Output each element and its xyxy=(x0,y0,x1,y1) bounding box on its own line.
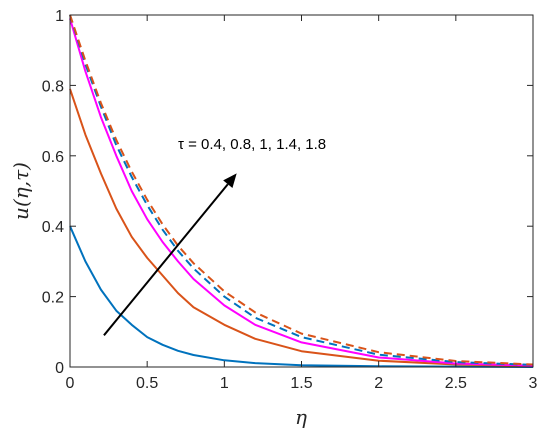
x-tick-label: 3 xyxy=(529,375,538,392)
x-tick-label: 0 xyxy=(66,375,75,392)
series-line-5 xyxy=(69,14,534,366)
y-tick-label: 1 xyxy=(55,8,64,25)
y-tick-label: 0 xyxy=(55,360,64,377)
series-layer xyxy=(69,14,534,368)
series-line-3 xyxy=(69,18,534,367)
series-line-4 xyxy=(69,14,534,366)
y-tick-label: 0.6 xyxy=(42,149,64,166)
tick-layer: 0 0.5 1 1.5 2 2.5 3 0 0.2 0.4 0.6 0.8 1 xyxy=(42,8,538,392)
y-tick-label: 0.2 xyxy=(42,290,64,307)
annotation-layer: τ = 0.4, 0.8, 1, 1.4, 1.8 xyxy=(103,136,326,336)
series-line-2 xyxy=(69,88,534,367)
x-tick-label: 1 xyxy=(220,375,229,392)
y-axis-label: u(η,τ) xyxy=(9,162,33,220)
x-tick-label: 1.5 xyxy=(290,375,312,392)
x-tick-label: 0.5 xyxy=(136,375,158,392)
y-tick-label: 0.4 xyxy=(42,219,64,236)
x-tick-label: 2 xyxy=(374,375,383,392)
series-line-1 xyxy=(69,225,534,368)
y-tick-label: 0.8 xyxy=(42,78,64,95)
annotation-arrow-head xyxy=(223,173,237,189)
x-tick-label: 2.5 xyxy=(445,375,467,392)
x-axis-label: η xyxy=(295,405,307,429)
annotation-arrow-shaft xyxy=(103,183,229,336)
annotation-text: τ = 0.4, 0.8, 1, 1.4, 1.8 xyxy=(178,136,326,153)
plot-background xyxy=(70,15,533,367)
